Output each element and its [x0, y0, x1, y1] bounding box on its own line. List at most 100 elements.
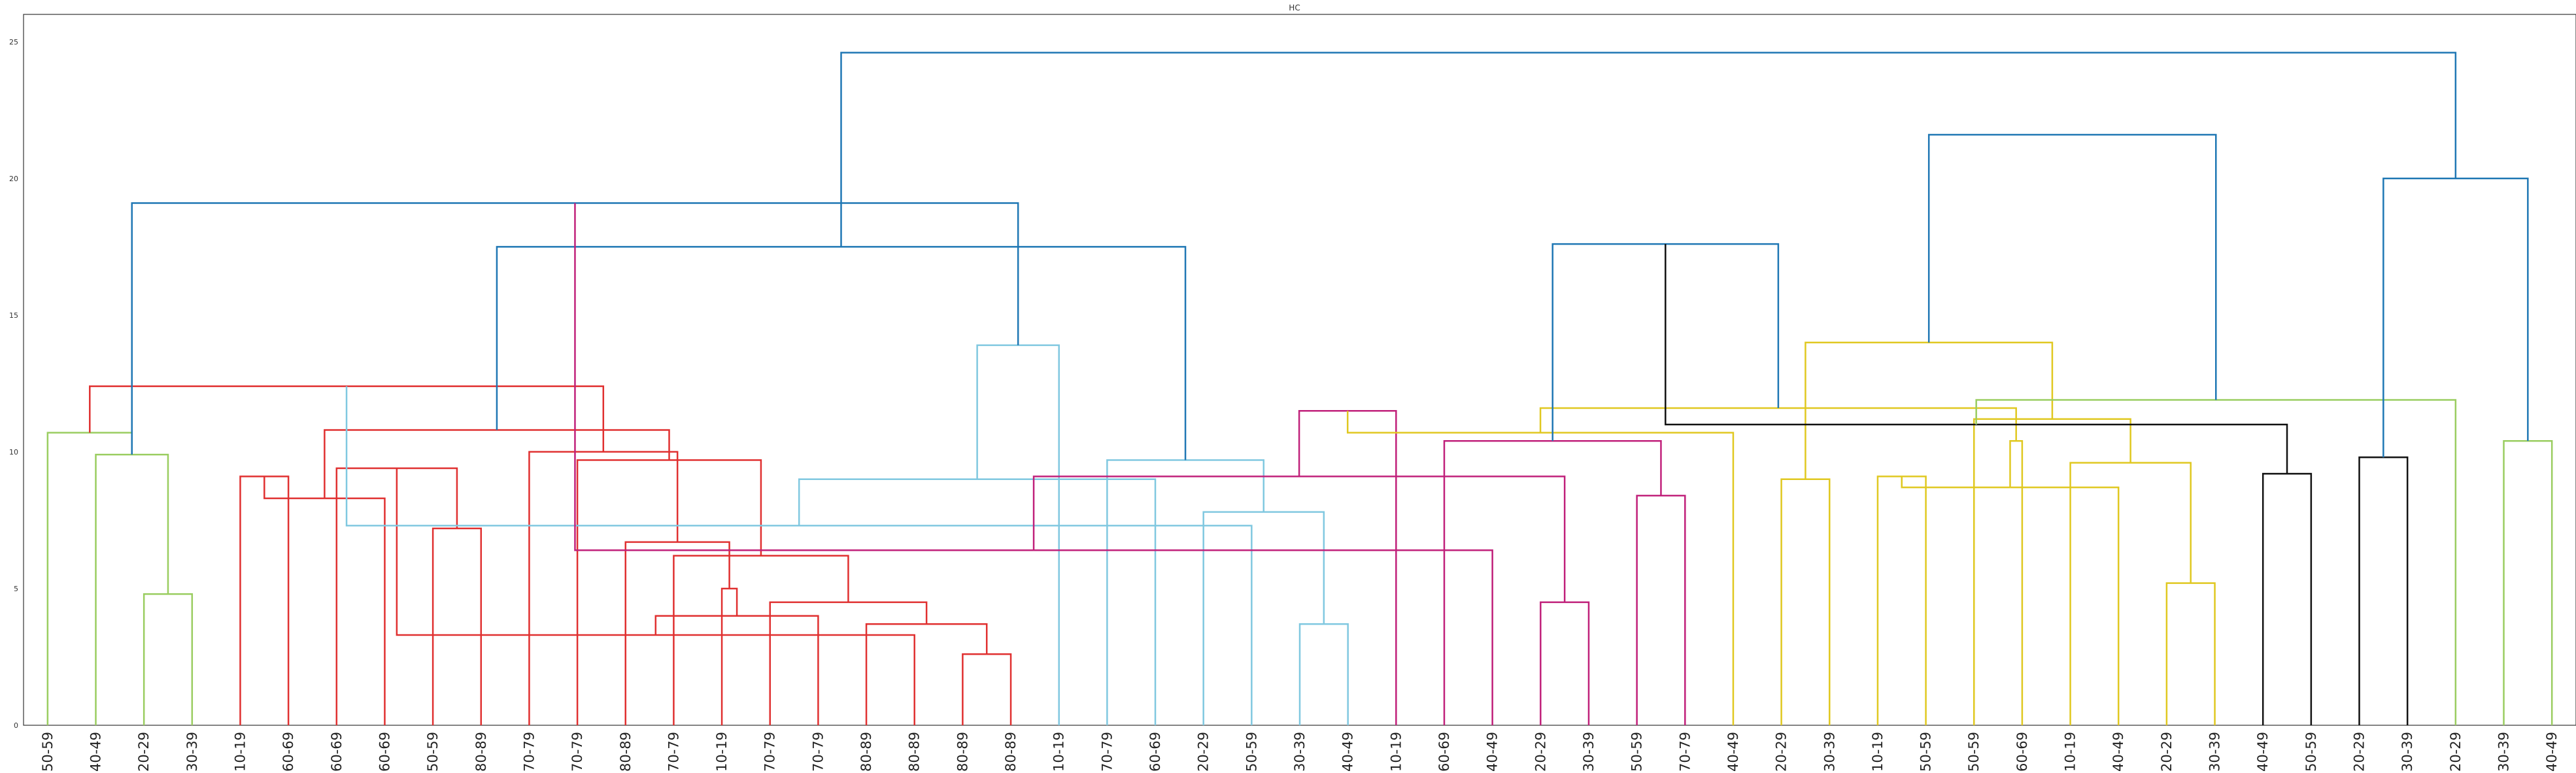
dendrogram-link: [1346, 411, 1735, 725]
leaf-label: 50-59: [40, 732, 56, 772]
dendrogram-link: [324, 429, 670, 498]
dendrogram-link: [624, 541, 730, 725]
leaf-label: 60-69: [280, 732, 296, 772]
leaf-label: 40-49: [2110, 732, 2126, 772]
leaf-label: 80-89: [858, 732, 874, 772]
leaf-label: 30-39: [1581, 732, 1597, 772]
leaf-label: 50-59: [2303, 732, 2319, 772]
leaf-label: 50-59: [1629, 732, 1645, 772]
dendrogram-link: [95, 453, 169, 725]
y-tick-label: 10: [9, 448, 18, 456]
leaf-label: 80-89: [955, 732, 970, 772]
leaf-label: 20-29: [2448, 732, 2464, 772]
dendrogram-link: [2069, 462, 2192, 725]
leaf-label: 30-39: [1822, 732, 1837, 772]
leaf-label: 60-69: [1147, 732, 1163, 772]
dendrogram-link: [2262, 473, 2313, 725]
y-tick-label: 20: [9, 175, 18, 183]
dendrogram-link: [1202, 511, 1325, 725]
leaf-label: 30-39: [184, 732, 200, 772]
leaf-label: 20-29: [2352, 732, 2367, 772]
dendrogram-link: [962, 653, 1012, 725]
dendrogram-link: [2358, 456, 2409, 725]
dendrogram-link: [1636, 494, 1686, 725]
leaf-label: 50-59: [425, 732, 441, 772]
leaf-label: 20-29: [1533, 732, 1548, 772]
leaf-label: 30-39: [2496, 732, 2512, 772]
dendrogram-link: [976, 344, 1060, 725]
leaf-label: 40-49: [1725, 732, 1741, 772]
leaf-label: 60-69: [377, 732, 392, 772]
dendrogram-link: [2503, 439, 2553, 725]
dendrogram-link: [396, 468, 915, 725]
dendrogram-link: [2165, 582, 2216, 725]
leaf-label: 40-49: [1485, 732, 1500, 772]
leaf-label: 80-89: [907, 732, 923, 772]
dendrogram-link: [1901, 476, 2120, 725]
chart-title: HC: [1289, 3, 1300, 12]
y-tick-label: 0: [14, 721, 18, 730]
leaf-label: 10-19: [1870, 732, 1886, 772]
dendrogram-link: [840, 52, 2457, 247]
leaf-label: 70-79: [569, 732, 585, 772]
leaf-label: 50-59: [1918, 732, 1934, 772]
y-tick-label: 25: [9, 38, 18, 46]
y-tick-label: 15: [9, 311, 18, 320]
dendrogram-link: [263, 476, 386, 725]
leaf-label: 10-19: [232, 732, 248, 772]
leaf-label: 70-79: [1677, 732, 1693, 772]
leaf-label: 20-29: [1196, 732, 1212, 772]
leaf-label: 50-59: [1244, 732, 1259, 772]
leaf-label: 80-89: [473, 732, 489, 772]
dendrogram-link: [2009, 439, 2024, 725]
dendrogram-link: [1032, 475, 1566, 602]
leaf-label: 70-79: [666, 732, 681, 772]
leaf-label: 30-39: [1292, 732, 1308, 772]
leaf-label: 70-79: [521, 732, 537, 772]
dendrogram-link: [46, 432, 133, 725]
leaf-label: 20-29: [136, 732, 152, 772]
leaf-label: 30-39: [2207, 732, 2223, 772]
leaf-label: 10-19: [1388, 732, 1404, 772]
leaf-label: 40-49: [2544, 732, 2560, 772]
leaf-label: 10-19: [714, 732, 730, 772]
dendrogram-link: [528, 451, 679, 725]
leaf-label: 50-59: [1966, 732, 1982, 772]
dendrogram-link: [1805, 341, 2054, 479]
dendrogram-link: [1973, 418, 2131, 725]
dendrogram-link: [1665, 244, 2288, 474]
leaf-label: 60-69: [1436, 732, 1452, 772]
dendrogram-link: [1443, 439, 1662, 725]
dendrogram-link: [1106, 459, 1264, 725]
leaf-label: 10-19: [2063, 732, 2078, 772]
dendrogram-link: [769, 601, 928, 725]
leaf-label: 70-79: [1099, 732, 1115, 772]
leaf-label: 80-89: [618, 732, 634, 772]
dendrogram-link: [131, 202, 1019, 455]
leaf-label: 80-89: [1003, 732, 1019, 772]
leaf-label: 70-79: [810, 732, 826, 772]
dendrogram-link: [496, 246, 1187, 460]
dendrogram-link: [239, 475, 290, 725]
leaf-label: 40-49: [88, 732, 103, 772]
dendrogram-link: [865, 623, 988, 725]
leaf-label: 20-29: [2159, 732, 2175, 772]
dendrogram-link: [1780, 478, 1831, 725]
dendrogram-link: [798, 478, 1157, 725]
y-tick-label: 5: [14, 585, 18, 593]
leaf-label: 60-69: [2014, 732, 2030, 772]
dendrogram-links: [46, 52, 2553, 725]
dendrogram-link: [576, 459, 762, 725]
dendrogram-link: [345, 386, 1253, 725]
dendrogram-link: [432, 527, 483, 725]
leaf-label: 60-69: [329, 732, 345, 772]
leaf-label: 40-49: [2255, 732, 2271, 772]
dendrogram-link: [574, 203, 1493, 725]
dendrogram-link: [1927, 133, 2217, 400]
leaf-label: 20-29: [1774, 732, 1789, 772]
plot-frame: [23, 14, 2576, 726]
y-axis: 0 5 10 15 20 25: [9, 38, 18, 730]
dendrogram-link: [1540, 601, 1590, 725]
dendrogram-link: [673, 555, 849, 725]
